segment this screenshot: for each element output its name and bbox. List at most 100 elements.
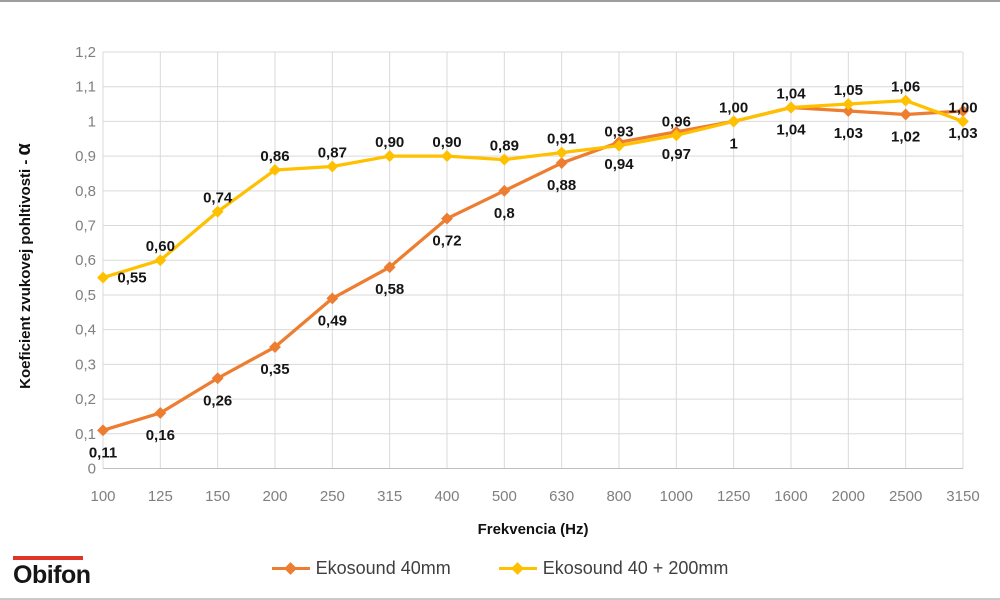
data-point-marker: [670, 129, 683, 142]
x-tick-label: 400: [434, 488, 459, 505]
y-tick-label: 0,1: [75, 426, 96, 443]
x-tick-label: 315: [377, 488, 402, 505]
y-tick-label: 0,3: [75, 356, 96, 373]
data-point-marker: [555, 157, 568, 169]
data-point-label: 0,87: [318, 145, 347, 162]
data-point-label: 0,94: [604, 156, 634, 173]
data-point-marker: [498, 153, 511, 166]
data-point-label: 1,03: [834, 125, 863, 142]
series-line: [101, 105, 965, 432]
x-tick-label: 630: [549, 488, 574, 505]
x-tick-label: 1600: [774, 488, 807, 505]
legend-marker-orange: [271, 561, 310, 575]
data-point-label: 0,74: [203, 190, 233, 207]
legend-item-ekosound-40-200mm: Ekosound 40 + 200mm: [498, 557, 729, 579]
data-point-label: 1,06: [891, 79, 920, 96]
obifon-logo: Obifon: [13, 556, 91, 590]
series-line: [101, 98, 965, 280]
data-point-label: 0,97: [662, 146, 691, 163]
x-tick-label: 2000: [832, 488, 865, 505]
y-tick-label: 1,2: [75, 44, 96, 61]
top-border: [0, 0, 1000, 2]
y-tick-label: 0,5: [75, 287, 96, 304]
data-point-marker: [785, 101, 797, 114]
y-tick-label: 0,7: [75, 218, 96, 235]
y-tick-label: 0,2: [75, 391, 96, 408]
data-point-marker: [383, 261, 396, 274]
data-point-label: 1,00: [719, 99, 748, 116]
legend-item-ekosound-40mm: Ekosound 40mm: [271, 557, 451, 579]
data-point-marker: [97, 271, 109, 284]
legend-marker-yellow: [498, 561, 537, 575]
y-tick-label: 1,1: [75, 79, 96, 96]
data-point-marker: [899, 94, 912, 107]
data-point-marker: [326, 292, 339, 305]
data-point-label: 0,60: [146, 238, 175, 255]
legend: Ekosound 40mm Ekosound 40 + 200mm: [0, 553, 1000, 583]
data-point-label: 1,04: [776, 122, 806, 139]
diamond-marker-icon: [510, 561, 524, 575]
data-point-label: 0,86: [260, 148, 289, 165]
alpha-symbol: α: [13, 142, 35, 155]
data-point-marker: [727, 115, 740, 128]
x-tick-label: 100: [90, 488, 115, 505]
data-point-marker: [211, 205, 224, 218]
data-point-label: 0,93: [604, 124, 633, 141]
data-point-label: 0,58: [375, 281, 404, 298]
data-point-marker: [97, 424, 109, 437]
y-tick-label: 0,8: [75, 183, 96, 200]
data-point-marker: [441, 150, 453, 163]
x-tick-label: 200: [262, 488, 287, 505]
data-point-label: 0,11: [89, 444, 117, 461]
x-tick-label: 3150: [946, 488, 979, 505]
x-tick-label: 500: [492, 488, 517, 505]
data-point-label: 1,04: [776, 86, 806, 103]
data-point-marker: [498, 184, 511, 197]
data-point-label: 0,49: [318, 312, 347, 329]
y-tick-label: 0: [88, 461, 96, 478]
data-point-label: 0,35: [260, 361, 289, 378]
bottom-border: [0, 598, 1000, 600]
y-tick-label: 0,6: [75, 252, 96, 269]
data-point-label: 0,16: [146, 427, 175, 444]
data-point-label: 0,26: [203, 392, 232, 409]
data-point-marker: [269, 341, 281, 353]
data-point-marker: [326, 160, 339, 173]
diamond-marker-icon: [283, 561, 297, 575]
data-point-marker: [383, 150, 396, 163]
data-point-label: 0,8: [494, 205, 515, 222]
data-point-label: 0,55: [117, 270, 146, 287]
data-point-label: 0,96: [662, 113, 691, 130]
data-point-marker: [842, 98, 855, 110]
x-tick-label: 1000: [660, 488, 693, 505]
data-point-marker: [555, 146, 568, 159]
legend-label: Ekosound 40mm: [315, 557, 451, 578]
legend-label: Ekosound 40 + 200mm: [542, 557, 729, 578]
series-lines: [97, 94, 969, 437]
data-point-label: 1,05: [834, 82, 863, 99]
data-point-label: 1,00: [948, 99, 977, 116]
y-axis-title-text: Koeficient zvukovej pohltivosti -: [17, 155, 34, 388]
data-point-labels: 0,11 0,16 0,26 0,35 0,49 0,58 0,72 0,8 0,88 0,94 0…: [89, 79, 978, 462]
logo-red-bar: [13, 556, 83, 560]
data-point-label: 0,90: [432, 134, 461, 151]
x-tick-label: 250: [320, 488, 345, 505]
data-point-label: 0,72: [432, 233, 461, 250]
x-tick-label: 150: [205, 488, 230, 505]
logo-text: Obifon: [13, 561, 91, 589]
y-tick-label: 1: [88, 113, 96, 130]
data-point-label: 0,90: [375, 134, 404, 151]
data-point-marker: [899, 108, 912, 121]
data-point-label: 1: [729, 135, 737, 152]
x-axis-title: Frekvencia (Hz): [478, 521, 589, 538]
x-tick-label: 1250: [717, 488, 750, 505]
data-point-label: 0,88: [547, 177, 576, 194]
data-point-label: 1,03: [948, 125, 977, 142]
y-tick-label: 0,9: [75, 148, 96, 165]
y-tick-label: 0,4: [75, 322, 96, 339]
x-tick-label: 125: [148, 488, 173, 505]
x-tick-label: 800: [606, 488, 631, 505]
data-point-label: 0,91: [547, 131, 576, 148]
